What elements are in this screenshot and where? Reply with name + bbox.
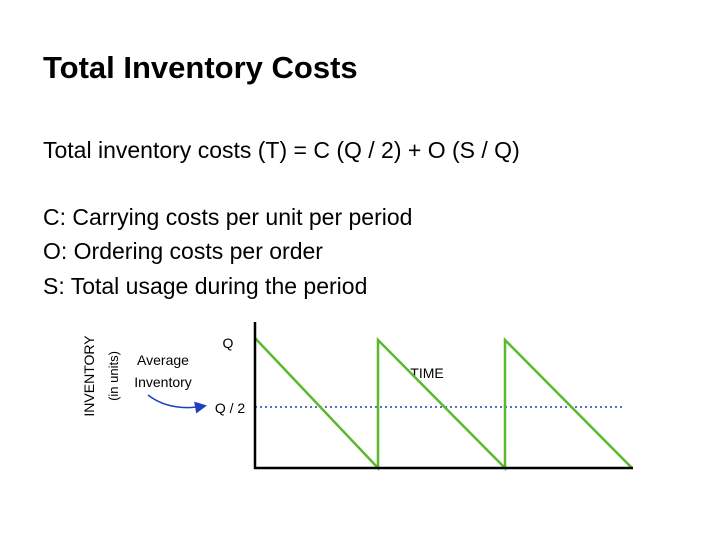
- inventory-sawtooth: [254, 336, 633, 472]
- y-axis-unit: (in units): [106, 351, 121, 401]
- arrow: [147, 394, 207, 414]
- definition: O: Ordering costs per order: [43, 238, 323, 264]
- y-axis-label: INVENTORY: [81, 335, 97, 417]
- q-label: Q: [223, 335, 234, 351]
- slide-title: Total Inventory Costs: [43, 50, 358, 85]
- annotation: Inventory: [134, 374, 192, 390]
- annotation: Average: [137, 352, 189, 368]
- half-q-label: Q / 2: [215, 400, 246, 416]
- x-axis-label: TIME: [410, 365, 443, 381]
- definition: C: Carrying costs per unit per period: [43, 204, 413, 230]
- formula: Total inventory costs (T) = C (Q / 2) + …: [43, 137, 520, 163]
- definition: S: Total usage during the period: [43, 273, 368, 299]
